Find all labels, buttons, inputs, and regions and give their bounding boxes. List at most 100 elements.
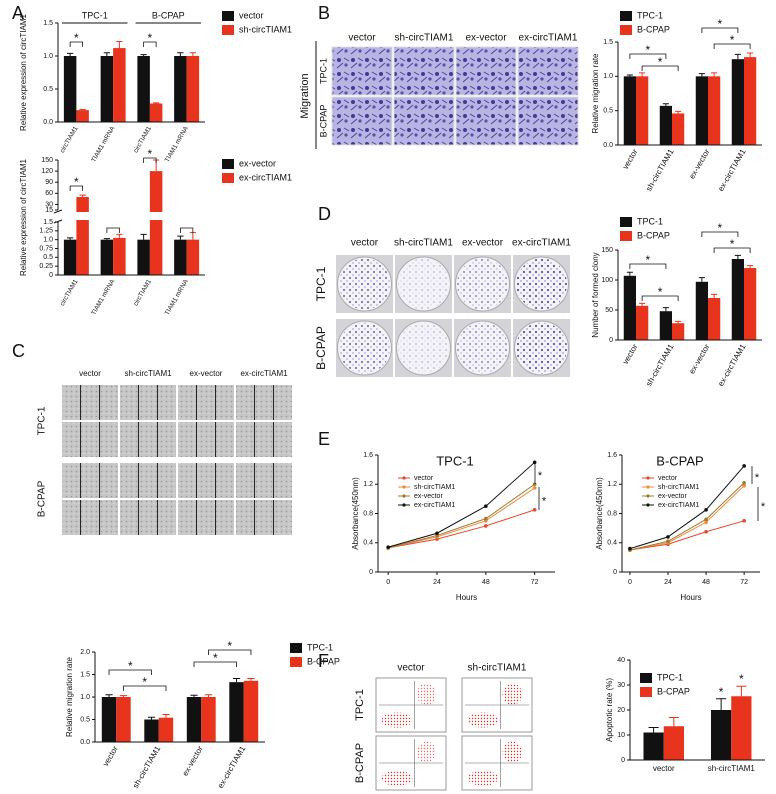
y-tick-label: 0.75	[39, 245, 53, 252]
bar	[137, 56, 150, 122]
legend-swatch	[640, 673, 652, 683]
row-label: TPC-1	[354, 689, 366, 721]
y-tick-label: 0.5	[43, 86, 53, 93]
row-label: B-CPAP	[37, 480, 48, 517]
significance-bracket	[641, 65, 679, 71]
legend-label: B-CPAP	[657, 686, 690, 696]
legend-label: ex-circTIAM1	[414, 502, 455, 509]
column-label: ex-vector	[465, 33, 507, 44]
y-axis-label: Number of formed clony	[591, 252, 600, 337]
y-tick-label: 1.5	[43, 219, 53, 226]
bar	[174, 239, 187, 275]
x-tick-label: 0	[386, 579, 390, 586]
legend-swatch	[290, 657, 302, 667]
error-bar	[105, 694, 113, 697]
line	[388, 461, 535, 548]
legend-label: B-CPAP	[637, 24, 670, 34]
cells	[502, 683, 523, 705]
row-label: B-CPAP	[314, 326, 328, 370]
micrograph	[62, 385, 118, 420]
point	[484, 524, 488, 528]
y-tick-label: 0.4	[607, 540, 617, 547]
row-label: TPC-1	[37, 406, 48, 435]
legend-swatch	[646, 485, 650, 489]
significance-star: *	[658, 55, 663, 69]
error-bar	[734, 53, 741, 60]
legend-swatch	[646, 476, 650, 480]
bar	[672, 113, 685, 145]
column-label: vector	[397, 663, 425, 674]
cells	[416, 741, 437, 763]
row-label: TPC-1	[318, 58, 328, 84]
significance-bracket	[179, 227, 194, 233]
x-tick-label: vector	[653, 764, 675, 773]
legend-swatch	[402, 503, 406, 507]
legend-swatch	[620, 231, 632, 241]
cells	[416, 683, 437, 705]
significance-star: *	[142, 675, 147, 689]
colonies	[516, 258, 567, 310]
legend-label: sh-circTIAM1	[414, 484, 455, 491]
micrograph	[178, 422, 234, 457]
y-axis-label: Absorbance(450nm)	[351, 477, 360, 550]
x-tick-label: vector	[621, 342, 640, 366]
bar	[137, 239, 150, 275]
point	[386, 545, 390, 549]
point	[532, 486, 537, 490]
y-tick-label: 0.5	[603, 108, 613, 115]
error-bar	[204, 694, 213, 697]
bar	[659, 105, 672, 145]
legend-label: sh-circTIAM1	[658, 484, 699, 491]
bar	[113, 237, 126, 275]
point	[666, 535, 670, 539]
y-tick-label: 1.0	[43, 53, 53, 60]
column-label: ex-circTIAM1	[519, 33, 578, 44]
y-tick-label: 100	[601, 277, 613, 284]
significance-star: *	[646, 43, 651, 57]
x-tick-label: ex-vector	[687, 147, 711, 180]
legend-label: vector	[658, 475, 678, 482]
significance-star: *	[74, 31, 79, 45]
significance-bracket	[193, 661, 237, 667]
point	[704, 529, 708, 534]
significance-star: *	[148, 147, 153, 161]
panel-label: E	[318, 429, 330, 449]
significance-star: *	[538, 470, 543, 482]
significance-bracket	[143, 41, 157, 47]
row-label: B-CPAP	[354, 743, 366, 783]
y-axis-label: Absorbance(450nm)	[595, 477, 604, 550]
legend-swatch	[222, 11, 234, 21]
legend-label: ex-circTIAM1	[239, 172, 292, 182]
error-bar	[67, 237, 74, 240]
x-tick-label: TIAM1 mRNA	[90, 278, 116, 317]
significance-star: *	[719, 685, 724, 699]
error-bar	[747, 265, 754, 268]
error-bar	[119, 695, 128, 697]
x-tick-label: sh-circTIAM1	[644, 342, 676, 388]
x-axis-label: Hours	[456, 593, 477, 602]
cells	[381, 712, 413, 728]
legend-label: TPC-1	[307, 642, 333, 652]
y-tick-label: 1.5	[43, 20, 53, 27]
y-tick-label: 0.0	[603, 142, 613, 149]
y-tick-label: 0.8	[607, 510, 617, 517]
error-bar	[247, 678, 255, 681]
x-tick-label: 72	[740, 579, 748, 586]
point	[742, 519, 746, 523]
error-bar	[103, 52, 111, 56]
error-bar	[116, 233, 123, 238]
y-tick-label: 20	[617, 707, 625, 714]
bar	[100, 56, 114, 122]
y-tick-label: 1.25	[39, 228, 53, 235]
error-bar	[103, 238, 111, 240]
column-label: sh-circTIAM1	[468, 663, 527, 674]
x-tick-label: vector	[621, 147, 640, 171]
legend-label: vector	[239, 10, 264, 20]
significance-star: *	[718, 221, 723, 235]
bar	[144, 719, 159, 742]
bar	[186, 56, 200, 122]
micrograph	[120, 385, 176, 420]
point	[435, 531, 439, 536]
micrograph	[120, 500, 176, 535]
bar	[663, 726, 684, 760]
